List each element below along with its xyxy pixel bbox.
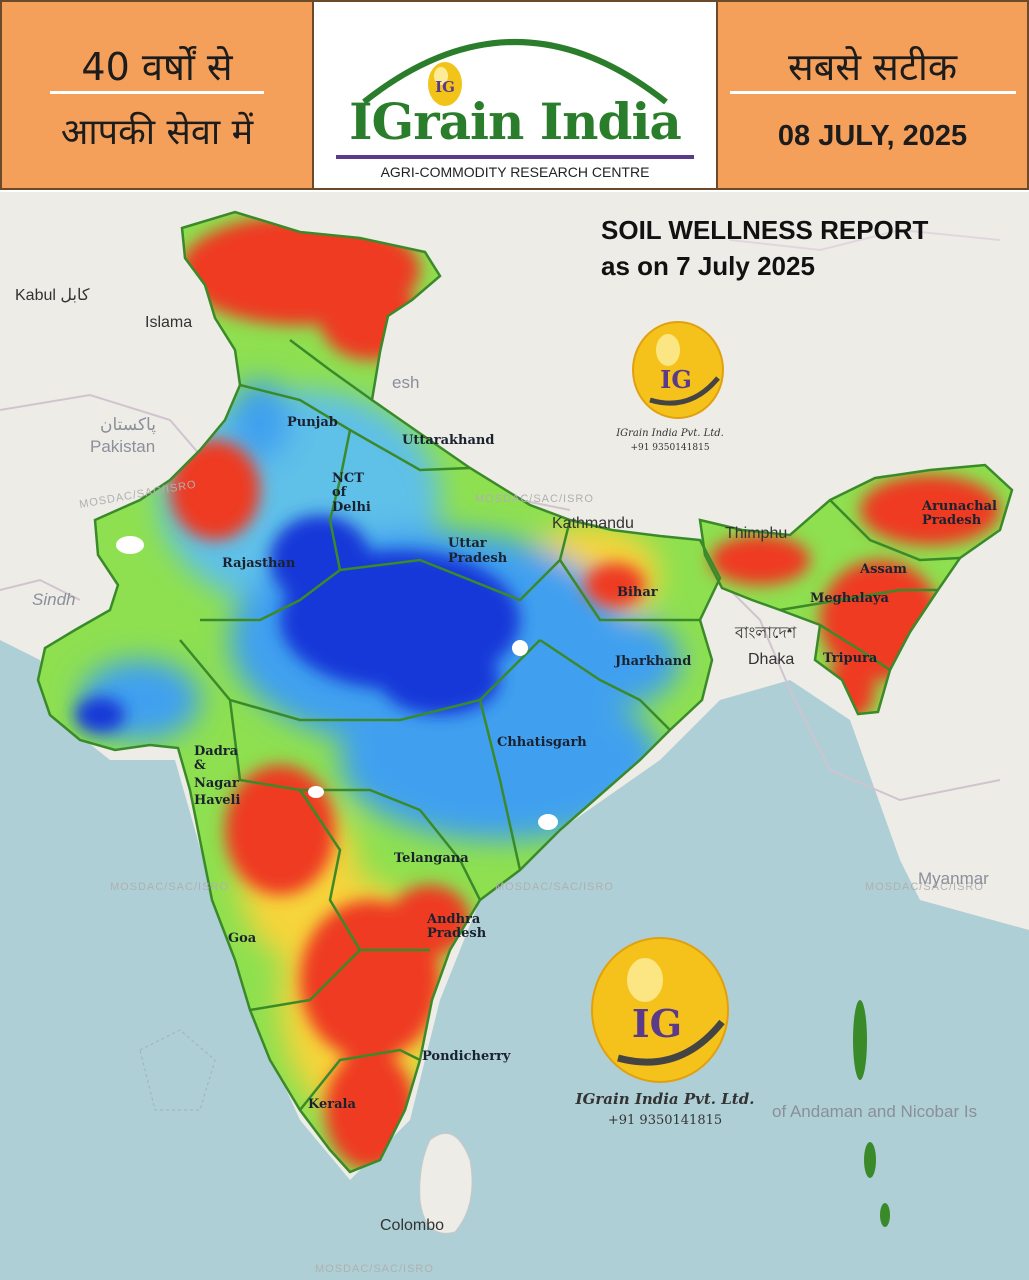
state-label-punjab: Punjab bbox=[287, 415, 338, 430]
place-kabul: Kabul كابل bbox=[15, 287, 90, 304]
place-dhaka: Dhaka bbox=[748, 651, 794, 668]
state-label-kerala: Kerala bbox=[308, 1097, 356, 1112]
state-label-nct: of bbox=[332, 485, 348, 500]
brand-grain-monogram: IG bbox=[435, 78, 455, 96]
state-boundaries bbox=[36, 210, 1014, 1174]
logo-small-company: IGrain India Pvt. Ltd. bbox=[616, 428, 724, 439]
brand-name: IGrain India bbox=[349, 92, 682, 151]
northern-border bbox=[729, 228, 1001, 252]
date-divider bbox=[730, 91, 1016, 94]
place-myanmar: Myanmar bbox=[918, 869, 989, 888]
lakshadweep-boundary bbox=[139, 1029, 216, 1111]
state-label-nct: NCT bbox=[332, 471, 364, 486]
state-label-dadra-nagar-haveli: Dadra bbox=[194, 744, 239, 759]
state-label-dadra-nagar-haveli: & bbox=[194, 758, 206, 773]
place-kathmandu: Kathmandu bbox=[552, 515, 634, 532]
header-banner: 40 वर्षों से आपकी सेवा में IG IGrain Ind… bbox=[0, 0, 1029, 192]
tagline-line2: आपकी सेवा में bbox=[60, 112, 254, 153]
no-data-patches bbox=[116, 536, 558, 830]
state-label-chhattisgarh: Chhatisgarh bbox=[497, 735, 587, 750]
igrain-logo-small-monogram: IG bbox=[660, 365, 692, 394]
logo-small-phone: +91 9350141815 bbox=[630, 443, 710, 453]
state-label-rajasthan: Rajasthan bbox=[222, 556, 296, 571]
watermark: MOSDAC/SAC/ISRO bbox=[495, 881, 614, 893]
report-title-block: SOIL WELLNESS REPORT as on 7 July 2025 bbox=[601, 212, 928, 284]
sea bbox=[0, 640, 1029, 1280]
watermark: MOSDAC/SAC/ISRO bbox=[110, 881, 229, 893]
watermark: MOSDAC/SAC/ISRO bbox=[475, 493, 594, 505]
brand-subtitle: AGRI-COMMODITY RESEARCH CENTRE bbox=[380, 164, 650, 180]
brand-panel: IG IGrain India AGRI-COMMODITY RESEARCH … bbox=[314, 0, 716, 190]
place-islamabad: Islama bbox=[145, 314, 192, 331]
international-borders bbox=[0, 393, 1001, 802]
state-label-uttarakhand: Uttarakhand bbox=[402, 433, 494, 448]
state-label-meghalaya: Meghalaya bbox=[810, 591, 890, 606]
state-label-tripura: Tripura bbox=[823, 651, 878, 666]
state-label-arunachal-pradesh: Pradesh bbox=[922, 513, 982, 528]
report-date: 08 JULY, 2025 bbox=[777, 120, 968, 152]
watermark: MOSDAC/SAC/ISRO bbox=[865, 881, 984, 893]
state-label-jharkhand: Jharkhand bbox=[614, 654, 691, 669]
state-label-pondicherry: Pondicherry bbox=[422, 1049, 511, 1064]
logo-large-company: IGrain India Pvt. Ltd. bbox=[575, 1090, 755, 1108]
igrain-logo-large: IG bbox=[591, 937, 729, 1083]
igrain-logo-small: IG bbox=[632, 321, 724, 419]
state-label-dadra-nagar-haveli: Nagar bbox=[194, 776, 239, 791]
sri-lanka bbox=[419, 1132, 473, 1234]
place-pakistan-urdu: پاکستان bbox=[100, 415, 156, 435]
date-panel: सबसे सटीक 08 JULY, 2025 bbox=[716, 0, 1029, 190]
state-label-andhra-pradesh: Andhra bbox=[426, 912, 481, 927]
state-label-arunachal-pradesh: Arunachal bbox=[921, 499, 997, 514]
report-subtitle: as on 7 July 2025 bbox=[601, 251, 815, 281]
state-label-dadra-nagar-haveli: Haveli bbox=[194, 793, 240, 808]
accuracy-tagline: सबसे सटीक bbox=[787, 45, 958, 89]
state-label-uttar-pradesh: Pradesh bbox=[448, 551, 508, 566]
brand-grain-icon: IG bbox=[428, 62, 462, 106]
place-thimphu: Thimphu bbox=[725, 525, 787, 542]
state-label-goa: Goa bbox=[228, 931, 257, 946]
brand-arc-logo: IG bbox=[362, 39, 668, 106]
tagline-divider bbox=[50, 91, 264, 94]
state-label-assam: Assam bbox=[859, 562, 907, 577]
place-desh: esh bbox=[392, 373, 419, 392]
state-label-bihar: Bihar bbox=[617, 585, 658, 600]
place-bangladesh-bn: বাংলাদেশ bbox=[734, 625, 797, 642]
logo-large-phone: +91 9350141815 bbox=[607, 1113, 723, 1128]
andaman-islands bbox=[853, 1000, 890, 1227]
state-label-telangana: Telangana bbox=[394, 851, 469, 866]
igrain-logo-large-monogram: IG bbox=[632, 1001, 682, 1046]
brand-underline bbox=[336, 155, 694, 159]
place-andaman: of Andaman and Nicobar Is bbox=[772, 1102, 977, 1121]
tagline-panel: 40 वर्षों से आपकी सेवा में bbox=[0, 0, 314, 190]
watermark: MOSDAC/SAC/ISRO bbox=[315, 1263, 434, 1275]
place-colombo: Colombo bbox=[380, 1217, 444, 1234]
place-pakistan: Pakistan bbox=[90, 437, 155, 456]
state-label-uttar-pradesh: Uttar bbox=[448, 536, 487, 551]
soil-moisture-map: MOSDAC/SAC/ISRO MOSDAC/SAC/ISRO MOSDAC/S… bbox=[0, 192, 1029, 1280]
tagline-line1: 40 वर्षों से bbox=[81, 45, 233, 89]
place-sindh: Sindh bbox=[32, 590, 75, 609]
state-label-andhra-pradesh: Pradesh bbox=[427, 926, 487, 941]
report-title: SOIL WELLNESS REPORT bbox=[601, 215, 929, 245]
state-label-nct: Delhi bbox=[332, 500, 371, 515]
